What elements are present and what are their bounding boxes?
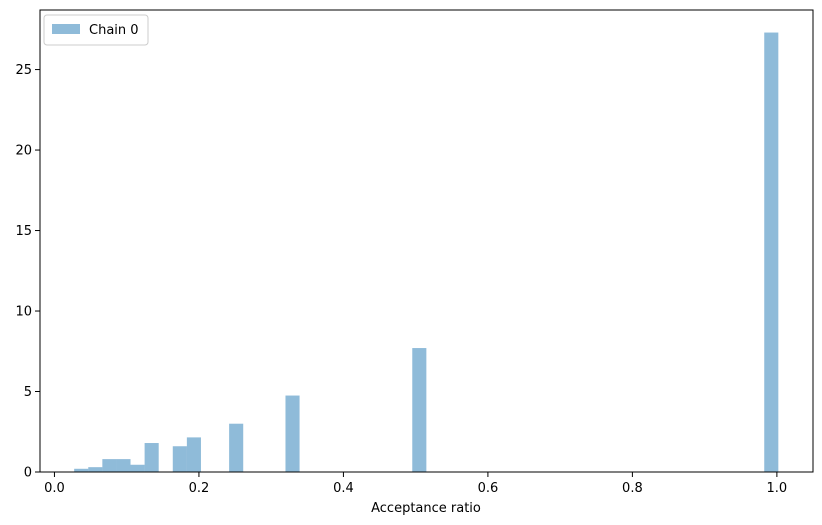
y-tick-label: 20 bbox=[15, 144, 32, 159]
x-tick-label: 1.0 bbox=[767, 481, 788, 496]
legend-swatch bbox=[52, 24, 80, 34]
histogram-bar bbox=[186, 437, 201, 472]
histogram-bar bbox=[130, 464, 145, 472]
histogram-bar bbox=[102, 459, 117, 472]
histogram-bar bbox=[116, 459, 131, 472]
x-axis-label: Acceptance ratio bbox=[371, 501, 481, 516]
y-tick-label: 0 bbox=[24, 466, 32, 481]
legend-box bbox=[43, 14, 149, 46]
histogram-bar bbox=[88, 467, 103, 472]
legend: Chain 0 bbox=[43, 14, 149, 46]
histogram-bar bbox=[172, 446, 187, 472]
y-tick-label: 10 bbox=[15, 305, 32, 320]
histogram-bar bbox=[144, 443, 159, 472]
x-axis-ticks: 0.0 0.2 0.4 0.6 0.8 1.0 bbox=[44, 472, 787, 496]
histogram-bar bbox=[229, 423, 244, 472]
y-tick-label: 5 bbox=[24, 385, 32, 400]
x-tick-label: 0.2 bbox=[189, 481, 210, 496]
legend-label: Chain 0 bbox=[89, 23, 139, 38]
histogram-bar bbox=[74, 468, 89, 472]
x-tick-label: 0.0 bbox=[44, 481, 65, 496]
plot-frame bbox=[39, 9, 814, 473]
y-tick-label: 25 bbox=[15, 63, 32, 78]
y-axis-ticks: 0 5 10 15 20 25 bbox=[15, 63, 40, 481]
histogram-bar bbox=[285, 395, 300, 472]
histogram-bar bbox=[412, 348, 427, 472]
x-tick-label: 0.6 bbox=[478, 481, 499, 496]
histogram-bar bbox=[764, 32, 779, 472]
y-tick-label: 15 bbox=[15, 224, 32, 239]
x-tick-label: 0.4 bbox=[333, 481, 354, 496]
x-tick-label: 0.8 bbox=[622, 481, 643, 496]
histogram-bars bbox=[74, 32, 779, 472]
